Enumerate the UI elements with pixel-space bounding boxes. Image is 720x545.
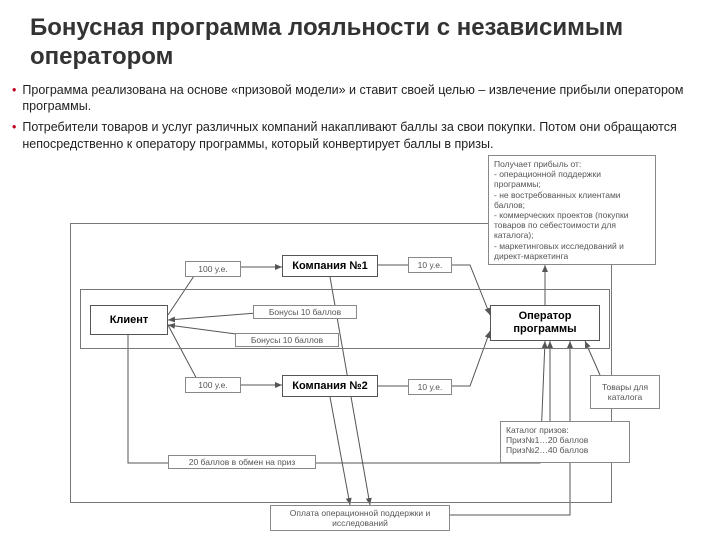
flowchart-diagram: Клиент Компания №1 Компания №2 Оператор про… (0, 165, 720, 545)
bullet-item: • Потребители товаров и услуг различных … (12, 119, 702, 153)
bullet-item: • Программа реализована на основе «призо… (12, 82, 702, 116)
edge-label-e5: 10 у.е. (408, 257, 452, 273)
edge-label-e1: 100 у.е. (185, 261, 241, 277)
bullet-icon: • (12, 119, 16, 153)
edge-label-e6: 10 у.е. (408, 379, 452, 395)
edge-label-e2: Бонусы 10 баллов (253, 305, 357, 319)
edge-label-e4: 100 у.е. (185, 377, 241, 393)
slide-title: Бонусная программа лояльности с независи… (0, 0, 720, 78)
node-profit: Получает прибыль от: - операционной подд… (488, 155, 656, 265)
bullet-icon: • (12, 82, 16, 116)
node-company1: Компания №1 (282, 255, 378, 277)
node-company2: Компания №2 (282, 375, 378, 397)
bullet-text: Программа реализована на основе «призово… (22, 82, 702, 116)
node-catalog: Каталог призов: Приз№1…20 баллов Приз№2…… (500, 421, 630, 463)
node-client: Клиент (90, 305, 168, 335)
node-payment: Оплата операционной поддержки и исследов… (270, 505, 450, 531)
bullet-text: Потребители товаров и услуг различных ко… (22, 119, 702, 153)
bullet-list: • Программа реализована на основе «призо… (0, 78, 720, 166)
edge-label-e3: Бонусы 10 баллов (235, 333, 339, 347)
node-goods: Товары для каталога (590, 375, 660, 409)
node-operator: Оператор программы (490, 305, 600, 341)
edge-label-e7: 20 баллов в обмен на приз (168, 455, 316, 469)
